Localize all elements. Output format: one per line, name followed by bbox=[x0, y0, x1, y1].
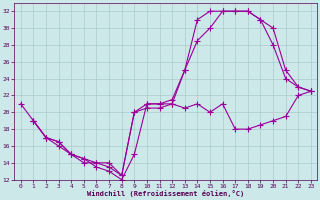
X-axis label: Windchill (Refroidissement éolien,°C): Windchill (Refroidissement éolien,°C) bbox=[87, 190, 244, 197]
